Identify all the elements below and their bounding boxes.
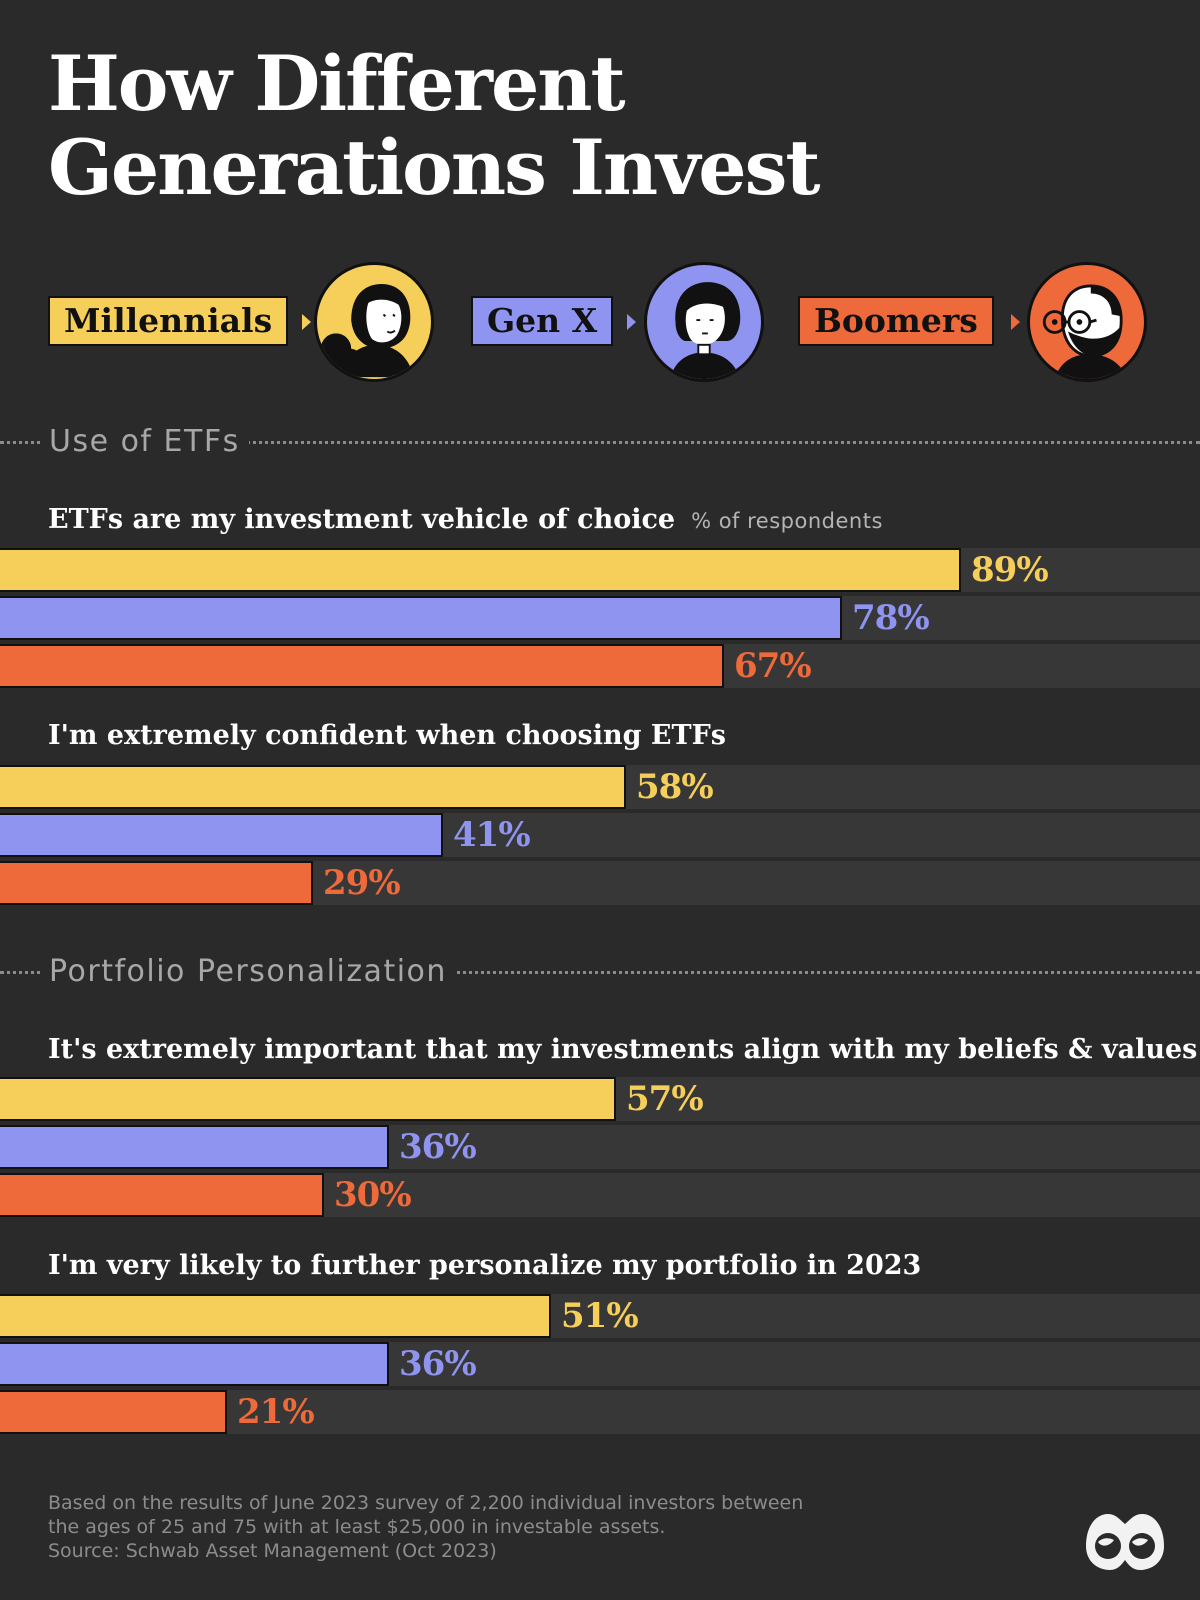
bar-millennials (0, 1294, 551, 1338)
section-label: Use of ETFs (40, 422, 249, 462)
bar-boomers (0, 644, 724, 688)
bar-track: 57% (0, 1077, 1200, 1121)
bar-track: 30% (0, 1173, 1200, 1217)
question-text: It's extremely important that my investm… (48, 1034, 1198, 1065)
section-header: Portfolio Personalization (0, 952, 1200, 992)
legend-label-genx: Gen X (471, 296, 614, 346)
bar-track: 41% (0, 813, 1200, 857)
question-text: ETFs are my investment vehicle of choice (48, 504, 676, 535)
section-label: Portfolio Personalization (40, 952, 456, 992)
bar-value-label: 58% (636, 767, 714, 807)
bar-millennials (0, 1077, 616, 1121)
bar-millennials (0, 765, 626, 809)
unit-note: % of respondents (691, 509, 883, 533)
title-line-1: How Different (48, 39, 626, 128)
millennial-avatar-icon (314, 262, 434, 382)
legend-arrow-icon (302, 314, 311, 330)
bar-value-label: 57% (626, 1079, 704, 1119)
question-text: I'm very likely to further personalize m… (48, 1250, 922, 1281)
bar-value-label: 36% (399, 1127, 477, 1167)
bar-value-label: 78% (852, 598, 930, 638)
legend-arrow-icon (1011, 314, 1020, 330)
bar-value-label: 41% (453, 815, 531, 855)
bar-gen-x (0, 813, 443, 857)
legend-label-millennials: Millennials (48, 296, 289, 346)
question-text: I'm extremely confident when choosing ET… (48, 720, 726, 751)
bar-value-label: 29% (323, 863, 401, 903)
bar-value-label: 67% (734, 646, 812, 686)
bar-track: 21% (0, 1390, 1200, 1434)
section-header: Use of ETFs (0, 422, 1200, 462)
question-title: I'm extremely confident when choosing ET… (48, 718, 726, 754)
bar-value-label: 89% (971, 550, 1049, 590)
genx-avatar-icon (644, 262, 764, 382)
legend-label-boomers: Boomers (798, 296, 994, 346)
boomer-avatar-icon (1027, 262, 1147, 382)
page-title: How Different Generations Invest (48, 39, 821, 212)
bar-millennials (0, 548, 961, 592)
bar-boomers (0, 861, 313, 905)
bar-track: 67% (0, 644, 1200, 688)
legend-arrow-icon (627, 314, 636, 330)
section-divider (0, 971, 1200, 974)
bar-track: 36% (0, 1125, 1200, 1169)
question-title: I'm very likely to further personalize m… (48, 1248, 921, 1284)
bar-track: 78% (0, 596, 1200, 640)
bar-value-label: 51% (561, 1296, 639, 1336)
bar-value-label: 30% (334, 1175, 412, 1215)
footnote: Based on the results of June 2023 survey… (48, 1491, 948, 1563)
bar-track: 89% (0, 548, 1200, 592)
bar-boomers (0, 1390, 227, 1434)
bar-value-label: 21% (237, 1392, 315, 1432)
section-divider (0, 441, 1200, 444)
question-title: It's extremely important that my investm… (48, 1032, 1197, 1068)
bar-track: 29% (0, 861, 1200, 905)
legend-item-millennials: Millennials (48, 262, 438, 386)
footnote-line-1: Based on the results of June 2023 survey… (48, 1492, 804, 1514)
footnote-line-2: the ages of 25 and 75 with at least $25,… (48, 1516, 666, 1538)
legend-item-genx: Gen X (471, 262, 771, 386)
source-note: Source: Schwab Asset Management (Oct 202… (48, 1540, 497, 1562)
bar-track: 51% (0, 1294, 1200, 1338)
bar-track: 36% (0, 1342, 1200, 1386)
bar-track: 58% (0, 765, 1200, 809)
bar-gen-x (0, 596, 842, 640)
bar-boomers (0, 1173, 324, 1217)
binoculars-logo-icon (1086, 1514, 1164, 1570)
question-title: ETFs are my investment vehicle of choice… (48, 502, 883, 539)
bar-value-label: 36% (399, 1344, 477, 1384)
bar-gen-x (0, 1125, 389, 1169)
bar-gen-x (0, 1342, 389, 1386)
legend-item-boomers: Boomers (798, 262, 1158, 386)
title-line-2: Generations Invest (48, 123, 821, 212)
